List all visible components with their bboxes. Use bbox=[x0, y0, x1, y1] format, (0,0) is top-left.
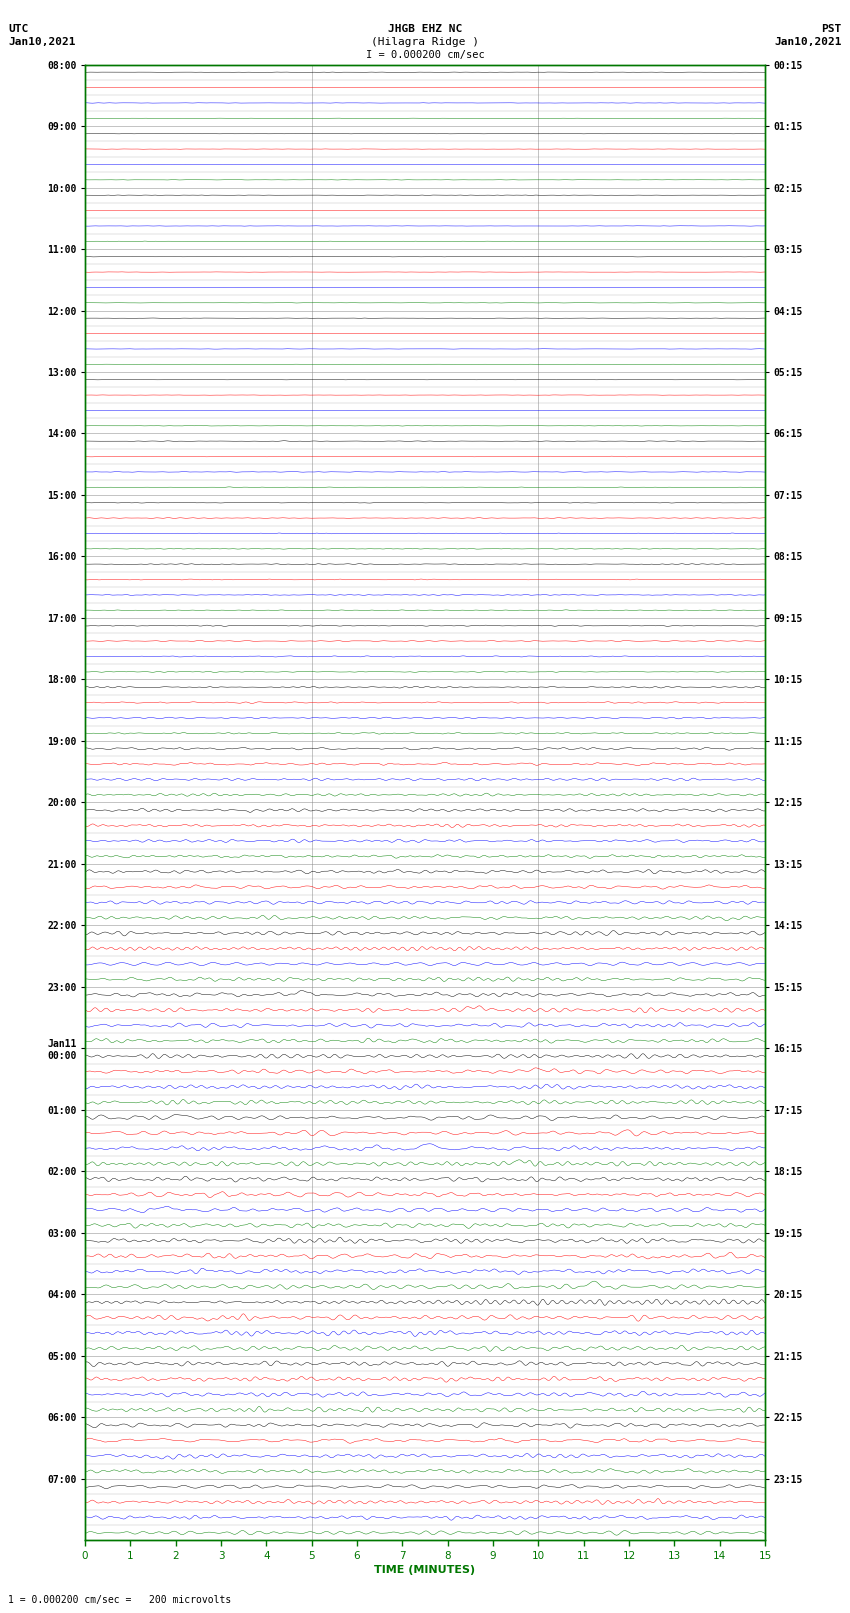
Text: (Hilagra Ridge ): (Hilagra Ridge ) bbox=[371, 37, 479, 47]
X-axis label: TIME (MINUTES): TIME (MINUTES) bbox=[375, 1565, 475, 1574]
Text: Jan10,2021: Jan10,2021 bbox=[774, 37, 842, 47]
Text: UTC: UTC bbox=[8, 24, 29, 34]
Text: Jan10,2021: Jan10,2021 bbox=[8, 37, 76, 47]
Text: PST: PST bbox=[821, 24, 842, 34]
Text: 1 = 0.000200 cm/sec =   200 microvolts: 1 = 0.000200 cm/sec = 200 microvolts bbox=[8, 1595, 232, 1605]
Text: I = 0.000200 cm/sec: I = 0.000200 cm/sec bbox=[366, 50, 484, 60]
Text: JHGB EHZ NC: JHGB EHZ NC bbox=[388, 24, 462, 34]
